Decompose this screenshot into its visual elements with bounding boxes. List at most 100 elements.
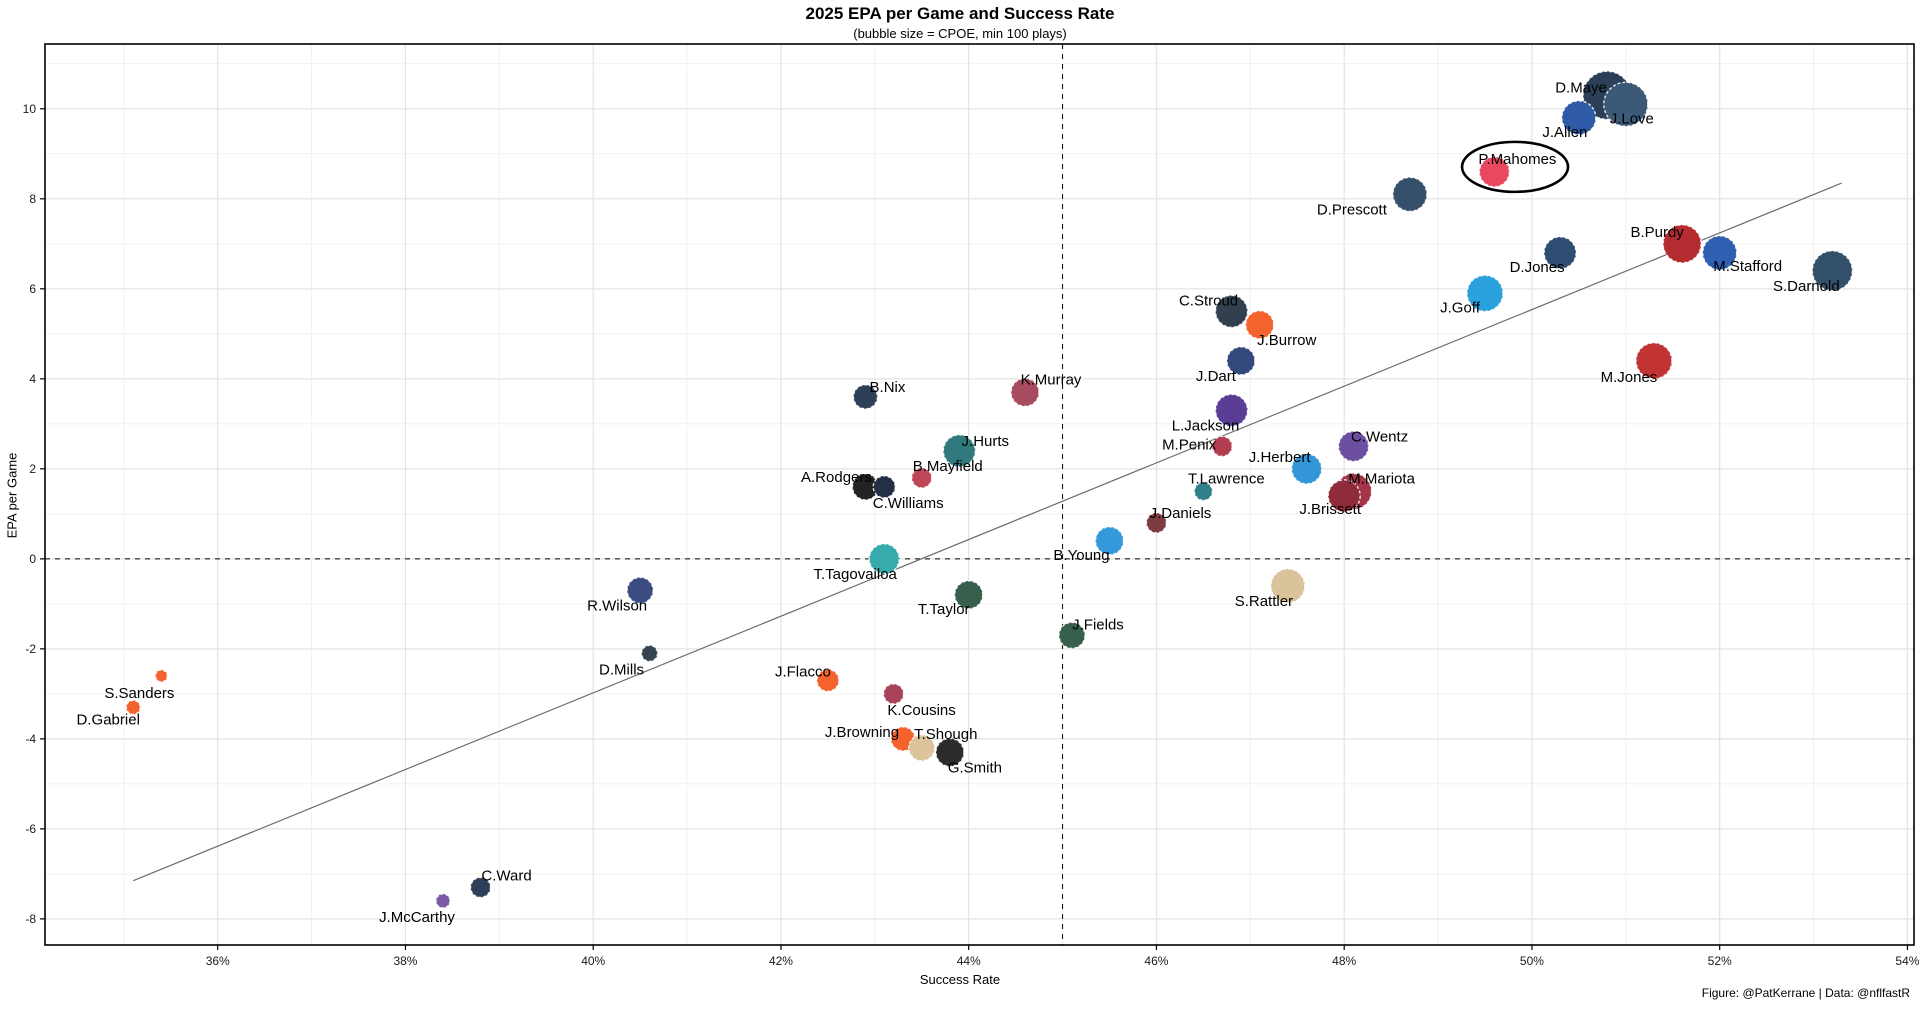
point-label-j-burrow: J.Burrow [1257, 332, 1316, 349]
point-j-dart [1226, 346, 1256, 376]
point-j-daniels [1145, 512, 1168, 534]
point-label-b-nix: B.Nix [870, 379, 906, 396]
point-label-s-rattler: S.Rattler [1235, 593, 1293, 610]
point-label-r-wilson: R.Wilson [587, 597, 647, 614]
point-label-m-stafford: M.Stafford [1713, 258, 1782, 275]
x-axis-tick-label: 44% [957, 954, 981, 968]
x-axis-tick-label: 54% [1895, 954, 1919, 968]
point-j-brissett [1327, 479, 1361, 513]
point-label-d-maye: D.Maye [1555, 79, 1607, 96]
point-label-k-murray: K.Murray [1021, 371, 1082, 388]
point-c-stroud [1214, 294, 1249, 329]
point-label-c-stroud: C.Stroud [1179, 292, 1238, 309]
point-label-l-jackson: L.Jackson [1172, 417, 1240, 434]
point-label-a-rodgers: A.Rodgers [801, 469, 872, 486]
point-label-m-mariota: M.Mariota [1348, 470, 1415, 487]
point-label-j-goff: J.Goff [1440, 299, 1481, 316]
point-m-penix [1211, 435, 1233, 458]
panel-border [44, 43, 1915, 946]
y-axis-tick-label: -8 [25, 912, 36, 926]
point-j-allen [1561, 100, 1597, 136]
point-t-taylor [954, 580, 984, 610]
point-j-love [1603, 81, 1649, 128]
point-label-b-mayfield: B.Mayfield [913, 458, 983, 475]
point-j-burrow [1245, 310, 1275, 340]
y-axis-tick-label: -4 [25, 732, 36, 746]
y-axis-tick-label: 10 [23, 102, 37, 116]
x-axis-tick-label: 38% [393, 954, 417, 968]
point-b-nix [852, 384, 879, 410]
point-label-d-prescott: D.Prescott [1317, 201, 1388, 218]
point-label-j-daniels: J.Daniels [1150, 505, 1212, 522]
point-label-d-jones: D.Jones [1510, 259, 1565, 276]
x-axis-tick-label: 46% [1144, 954, 1168, 968]
point-m-stafford [1701, 235, 1738, 271]
point-label-b-purdy: B.Purdy [1630, 224, 1684, 241]
point-j-fields [1058, 621, 1086, 650]
point-j-mccarthy [435, 893, 451, 909]
y-axis-tick-label: 6 [29, 282, 36, 296]
point-r-wilson [626, 576, 654, 605]
point-label-p-mahomes: P.Mahomes [1478, 151, 1556, 168]
point-l-jackson [1214, 393, 1249, 428]
x-axis-tick-label: 48% [1332, 954, 1356, 968]
point-label-j-hurts: J.Hurts [962, 433, 1010, 450]
point-t-shough [908, 734, 936, 762]
x-axis-tick-label: 42% [769, 954, 793, 968]
y-axis-tick-label: -2 [25, 642, 36, 656]
point-t-lawrence [1193, 481, 1214, 502]
point-k-murray [1010, 377, 1040, 408]
x-axis-title: Success Rate [919, 972, 1001, 987]
point-j-hurts [942, 434, 977, 468]
point-label-t-tagovailoa: T.Tagovailoa [814, 566, 898, 583]
point-c-ward [469, 876, 492, 899]
point-label-j-dart: J.Dart [1196, 368, 1237, 385]
x-axis-tick-label: 52% [1708, 954, 1732, 968]
point-label-j-fields: J.Fields [1072, 616, 1124, 633]
point-d-prescott [1392, 176, 1428, 213]
point-d-gabriel [125, 699, 141, 716]
point-label-j-browning: J.Browning [825, 724, 899, 741]
y-axis-tick-label: 0 [29, 552, 36, 566]
x-axis-tick-label: 40% [581, 954, 605, 968]
point-b-young [1094, 526, 1125, 556]
chart-subtitle: (bubble size = CPOE, min 100 plays) [853, 26, 1067, 41]
y-axis-tick-label: 2 [29, 462, 36, 476]
chart-caption: Figure: @PatKerrane | Data: @nflfastR [1701, 986, 1910, 1000]
point-label-j-allen: J.Allen [1542, 124, 1587, 141]
x-axis-tick-label: 50% [1520, 954, 1544, 968]
point-label-d-mills: D.Mills [599, 661, 644, 678]
trend-line [133, 182, 1842, 882]
x-axis-tick-label: 36% [206, 954, 230, 968]
point-d-jones [1543, 236, 1577, 270]
point-label-j-herbert: J.Herbert [1249, 449, 1312, 466]
point-label-j-flacco: J.Flacco [775, 663, 831, 680]
point-b-mayfield [911, 467, 933, 489]
point-label-d-gabriel: D.Gabriel [77, 711, 140, 728]
annotation-ellipse-mahomes [1460, 140, 1570, 194]
point-k-cousins [882, 683, 905, 705]
y-axis-title: EPA per Game [4, 452, 20, 539]
point-label-s-sanders: S.Sanders [104, 685, 174, 702]
point-b-purdy [1662, 224, 1702, 264]
point-label-t-taylor: T.Taylor [918, 601, 970, 618]
point-label-j-brissett: J.Brissett [1299, 501, 1362, 518]
point-label-c-williams: C.Williams [873, 495, 944, 512]
point-c-wentz [1337, 430, 1370, 463]
point-j-herbert [1290, 453, 1323, 485]
point-label-j-love: J.Love [1610, 110, 1654, 127]
point-label-g-smith: G.Smith [948, 759, 1002, 776]
point-label-t-shough: T.Shough [914, 726, 977, 743]
point-m-jones [1635, 342, 1673, 380]
point-t-tagovailoa [868, 543, 900, 575]
y-axis-tick-label: 4 [29, 372, 36, 386]
point-label-t-lawrence: T.Lawrence [1188, 470, 1265, 487]
plot-background [45, 44, 1914, 945]
point-c-williams [872, 475, 896, 499]
point-label-j-mccarthy: J.McCarthy [379, 909, 455, 926]
point-label-b-young: B.Young [1053, 547, 1109, 564]
point-label-k-cousins: K.Cousins [887, 702, 955, 719]
point-g-smith [935, 737, 965, 768]
